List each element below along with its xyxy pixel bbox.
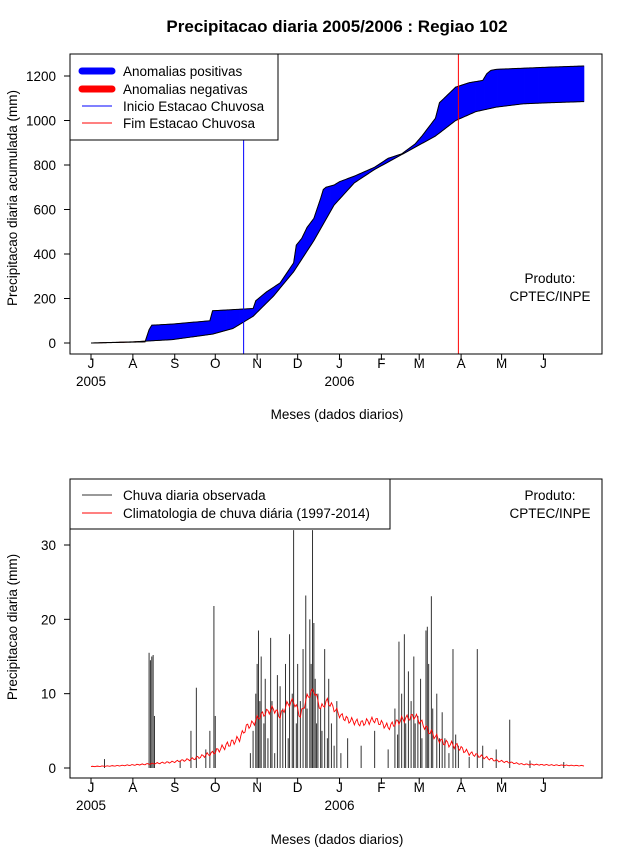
observed-cumulative-line: [90, 65, 585, 344]
bottom-x-tick-label: O: [210, 780, 221, 795]
bottom-x-tick-label: J: [336, 780, 343, 795]
bottom-y-axis: 0 10 20 30: [41, 538, 71, 776]
top-year-label: 2006: [325, 374, 355, 389]
bottom-x-tick-label: M: [496, 780, 507, 795]
legend-label-negative: Anomalias negativas: [123, 82, 248, 97]
legend-label-observed: Chuva diaria observada: [123, 488, 266, 503]
top-y-tick-label: 0: [48, 336, 56, 351]
bottom-x-tick-label: F: [377, 780, 385, 795]
bottom-y-axis-label: Precipitacao diaria (mm): [5, 554, 20, 700]
top-x-tick-label: A: [457, 356, 466, 371]
top-x-tick-label: N: [252, 356, 262, 371]
top-y-tick-label: 600: [33, 203, 56, 218]
top-x-tick-label: A: [128, 356, 137, 371]
bottom-y-tick-label: 10: [41, 687, 56, 702]
climatology-line: [90, 688, 585, 768]
bottom-annotation-line2: CPTEC/INPE: [509, 506, 590, 521]
top-x-tick-label: J: [540, 356, 547, 371]
top-annotation-line2: CPTEC/INPE: [509, 289, 590, 304]
bottom-y-tick-label: 0: [48, 761, 56, 776]
bottom-legend: Chuva diaria observada Climatologia de c…: [69, 478, 391, 530]
legend-label-start: Inicio Estacao Chuvosa: [123, 99, 265, 114]
bottom-y-tick-label: 30: [41, 538, 56, 553]
top-x-axis: J A S O N D J F M A M J 2005 2006: [76, 353, 547, 389]
climatology-cumulative-line: [90, 101, 585, 344]
top-x-tick-label: S: [170, 356, 179, 371]
bottom-x-tick-label: M: [414, 780, 425, 795]
top-y-tick-label: 400: [33, 247, 56, 262]
top-legend: Anomalias positivas Anomalias negativas …: [69, 53, 279, 141]
bottom-x-tick-label: D: [293, 780, 303, 795]
bottom-legend-box: [69, 478, 391, 530]
bottom-y-tick-label: 20: [41, 612, 56, 627]
top-x-axis-label: Meses (dados diarios): [271, 407, 404, 422]
top-area-group: [90, 65, 585, 344]
bottom-x-axis-label: Meses (dados diarios): [271, 832, 404, 847]
top-y-tick-label: 200: [33, 292, 56, 307]
top-x-tick-label: J: [88, 356, 95, 371]
top-y-axis: 0 200 400 600 800 1000 1200: [26, 69, 71, 351]
bottom-x-tick-label: A: [128, 780, 137, 795]
bottom-x-tick-label: J: [540, 780, 547, 795]
bottom-x-tick-label: S: [170, 780, 179, 795]
top-y-tick-label: 800: [33, 158, 56, 173]
bottom-x-axis: J A S O N D J F M A M J 2005 2006: [76, 777, 547, 813]
top-annotation-line1: Produto:: [524, 271, 575, 286]
top-y-tick-label: 1000: [26, 114, 56, 129]
bottom-annotation-line1: Produto:: [524, 488, 575, 503]
chart-title: Precipitacao diaria 2005/2006 : Regiao 1…: [166, 17, 507, 36]
bottom-x-tick-label: N: [252, 780, 262, 795]
bottom-x-tick-label: J: [88, 780, 95, 795]
legend-label-climatology: Climatologia de chuva diária (1997-2014): [123, 506, 370, 521]
bottom-year-label: 2006: [325, 798, 355, 813]
legend-label-positive: Anomalias positivas: [123, 64, 243, 79]
top-x-tick-label: O: [210, 356, 221, 371]
top-x-tick-label: D: [293, 356, 303, 371]
legend-label-end: Fim Estacao Chuvosa: [123, 116, 256, 131]
top-panel: 0 200 400 600 800 1000 1200 J A S O N D J F M A M J 2005 20…: [5, 53, 603, 422]
top-x-tick-label: F: [377, 356, 385, 371]
top-y-axis-label: Precipitacao diaria acumulada (mm): [5, 90, 20, 306]
bottom-x-tick-label: A: [457, 780, 466, 795]
top-x-tick-label: J: [336, 356, 343, 371]
anomaly-segment: [582, 65, 585, 102]
bottom-panel: 0 10 20 30 J A S O N D J F M A M J 2005 2006 Precipitaca…: [5, 478, 603, 847]
bottom-year-label: 2005: [76, 798, 106, 813]
top-year-label: 2005: [76, 374, 106, 389]
top-x-tick-label: M: [414, 356, 425, 371]
top-y-tick-label: 1200: [26, 69, 56, 84]
top-x-tick-label: M: [496, 356, 507, 371]
